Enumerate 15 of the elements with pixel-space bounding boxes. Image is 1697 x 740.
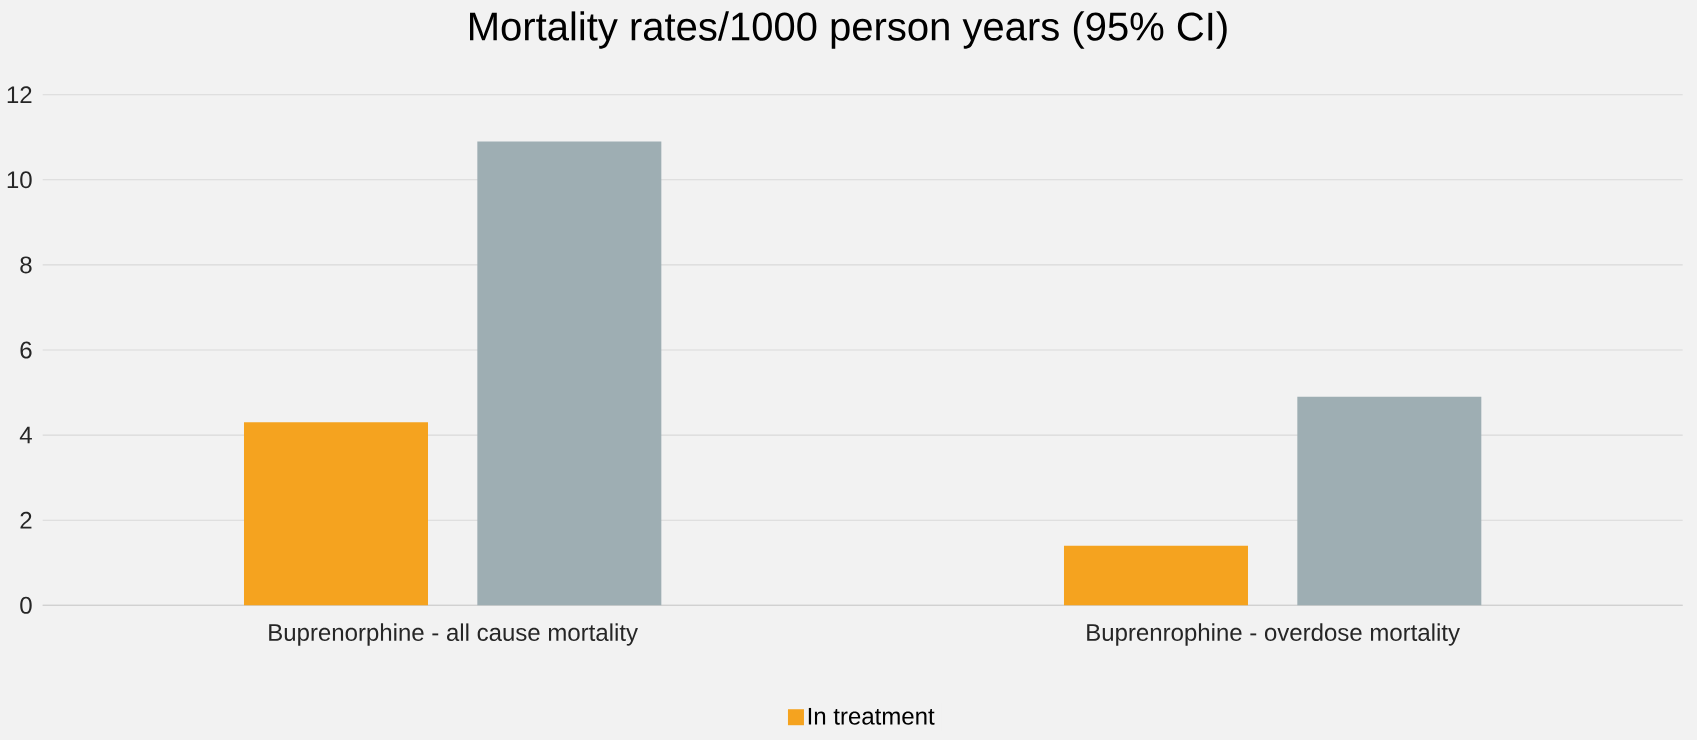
bar	[244, 422, 428, 606]
y-tick-label: 6	[20, 341, 32, 359]
legend-label: In treatment	[808, 707, 935, 725]
chart-title: Mortality rates/1000 person years (95% CI)	[470, 11, 1227, 49]
x-tick-label: Buprenorphine - all cause mortality	[269, 623, 638, 646]
y-tick-label: 8	[20, 256, 32, 274]
bar	[477, 141, 662, 606]
y-tick-label: 2	[20, 511, 32, 529]
y-tick-label: 10	[7, 171, 32, 189]
y-tick-label: 4	[19, 426, 32, 444]
bar	[1063, 545, 1248, 606]
x-tick-label: Buprenrophine - overdose mortality	[1087, 623, 1460, 646]
bar	[1297, 396, 1482, 606]
y-tick-label: 12	[7, 86, 32, 104]
y-tick-label: 0	[20, 596, 32, 614]
